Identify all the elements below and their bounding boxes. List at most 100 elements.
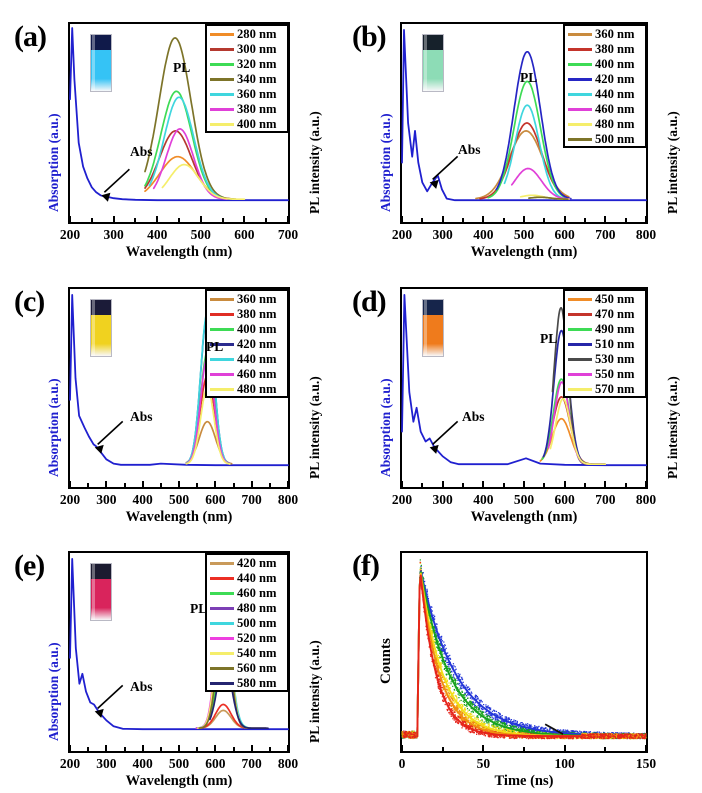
- xtick-c-1: [105, 481, 107, 488]
- xtick-minor-b-5: [625, 218, 627, 223]
- legend-label: 420 nm: [237, 557, 277, 570]
- legend-label: 400 nm: [237, 323, 277, 336]
- xtick-minor-b-0: [421, 218, 423, 223]
- y-axis-title-right-b: PL intensity (a.u.): [665, 111, 681, 214]
- legend-label: 460 nm: [237, 587, 277, 600]
- xtick-d-0: [401, 481, 403, 488]
- xtick-label-e-3: 500: [169, 756, 189, 772]
- legend-line-swatch: [210, 562, 234, 565]
- legend-row-c-1[interactable]: 380 nm: [209, 307, 285, 322]
- panel-label-c: (c): [14, 287, 44, 317]
- legend-row-d-5[interactable]: 550 nm: [567, 367, 643, 382]
- legend-row-e-1[interactable]: 440 nm: [209, 571, 285, 586]
- legend-row-e-7[interactable]: 560 nm: [209, 661, 285, 676]
- legend-row-e-4[interactable]: 500 nm: [209, 616, 285, 631]
- legend-line-swatch: [568, 298, 592, 301]
- legend-row-e-5[interactable]: 520 nm: [209, 631, 285, 646]
- legend-row-a-0[interactable]: 280 nm: [209, 27, 285, 42]
- legend-row-d-0[interactable]: 450 nm: [567, 292, 643, 307]
- xtick-label-a-4: 600: [234, 227, 254, 243]
- legend-row-b-2[interactable]: 400 nm: [567, 57, 643, 72]
- y-axis-title-left-d: Absorption (a.u.): [378, 378, 394, 477]
- legend-row-e-6[interactable]: 540 nm: [209, 646, 285, 661]
- xtick-a-0: [69, 216, 71, 223]
- pl-annotation-d: PL: [540, 331, 557, 347]
- xtick-b-1: [442, 216, 444, 223]
- abs-annotation-e: Abs: [130, 679, 153, 695]
- legend-label: 380 nm: [237, 308, 277, 321]
- legend-label: 420 nm: [595, 73, 635, 86]
- legend-row-a-3[interactable]: 340 nm: [209, 72, 285, 87]
- cuvette-gloss: [424, 300, 426, 356]
- legend-row-e-0[interactable]: 420 nm: [209, 556, 285, 571]
- legend-line-swatch: [210, 592, 234, 595]
- plot-canvas-f: [402, 553, 646, 751]
- abs-arrow-d: [433, 421, 458, 444]
- legend-row-d-3[interactable]: 510 nm: [567, 337, 643, 352]
- abs-arrowhead-d: [430, 445, 439, 454]
- legend-row-b-6[interactable]: 480 nm: [567, 117, 643, 132]
- legend-row-d-4[interactable]: 530 nm: [567, 352, 643, 367]
- legend-row-d-2[interactable]: 490 nm: [567, 322, 643, 337]
- pl-curve-b-0: [476, 131, 569, 199]
- legend-row-c-5[interactable]: 460 nm: [209, 367, 285, 382]
- legend-line-swatch: [568, 108, 592, 111]
- xtick-a-5: [287, 216, 289, 223]
- legend-row-c-2[interactable]: 400 nm: [209, 322, 285, 337]
- legend-row-a-4[interactable]: 360 nm: [209, 87, 285, 102]
- xtick-e-5: [251, 745, 253, 752]
- abs-arrow-e: [98, 685, 123, 708]
- legend-d: 450 nm 470 nm 490 nm 510 nm 530 nm 550 nm 570 …: [563, 289, 647, 398]
- legend-label: 440 nm: [237, 572, 277, 585]
- xtick-minor-b-2: [503, 218, 505, 223]
- xtick-minor-a-1: [134, 218, 136, 223]
- y-axis-title-left-a: Absorption (a.u.): [46, 113, 62, 212]
- xtick-label-e-0: 200: [60, 756, 80, 772]
- legend-line-swatch: [210, 637, 234, 640]
- xtick-minor-c-0: [87, 483, 89, 488]
- legend-row-b-7[interactable]: 500 nm: [567, 132, 643, 147]
- legend-row-a-6[interactable]: 400 nm: [209, 117, 285, 132]
- legend-row-a-5[interactable]: 380 nm: [209, 102, 285, 117]
- legend-row-e-8[interactable]: 580 nm: [209, 676, 285, 691]
- legend-row-b-1[interactable]: 380 nm: [567, 42, 643, 57]
- legend-line-swatch: [210, 682, 234, 685]
- y-axis-title-right-e: PL intensity (a.u.): [307, 640, 323, 743]
- xtick-minor-a-2: [178, 218, 180, 223]
- legend-line-swatch: [568, 48, 592, 51]
- xtick-e-6: [287, 745, 289, 752]
- legend-row-c-6[interactable]: 480 nm: [209, 382, 285, 397]
- y-axis-title-right-c: PL intensity (a.u.): [307, 376, 323, 479]
- xtick-e-2: [142, 745, 144, 752]
- xtick-a-3: [200, 216, 202, 223]
- legend-label: 470 nm: [595, 308, 635, 321]
- legend-row-d-1[interactable]: 470 nm: [567, 307, 643, 322]
- legend-row-a-2[interactable]: 320 nm: [209, 57, 285, 72]
- legend-label: 570 nm: [595, 383, 635, 396]
- xtick-e-3: [178, 745, 180, 752]
- legend-label: 500 nm: [237, 617, 277, 630]
- legend-label: 540 nm: [237, 647, 277, 660]
- legend-row-e-3[interactable]: 480 nm: [209, 601, 285, 616]
- legend-label: 280 nm: [237, 28, 277, 41]
- xtick-b-2: [482, 216, 484, 223]
- xtick-label-b-3: 500: [514, 227, 534, 243]
- legend-row-b-5[interactable]: 460 nm: [567, 102, 643, 117]
- legend-row-d-6[interactable]: 570 nm: [567, 382, 643, 397]
- legend-label: 440 nm: [595, 88, 635, 101]
- legend-row-c-0[interactable]: 360 nm: [209, 292, 285, 307]
- xtick-label-c-0: 200: [60, 492, 80, 508]
- xtick-minor-b-4: [584, 218, 586, 223]
- legend-row-e-2[interactable]: 460 nm: [209, 586, 285, 601]
- legend-row-a-1[interactable]: 300 nm: [209, 42, 285, 57]
- legend-row-b-3[interactable]: 420 nm: [567, 72, 643, 87]
- abs-arrow-a: [104, 169, 129, 192]
- xtick-minor-c-4: [233, 483, 235, 488]
- xtick-b-0: [401, 216, 403, 223]
- legend-row-b-0[interactable]: 360 nm: [567, 27, 643, 42]
- legend-row-b-4[interactable]: 440 nm: [567, 87, 643, 102]
- y-axis-title-left-b: Absorption (a.u.): [378, 113, 394, 212]
- pl-annotation-c: PL: [206, 339, 223, 355]
- legend-label: 480 nm: [237, 383, 277, 396]
- xtick-label-c-2: 400: [133, 492, 153, 508]
